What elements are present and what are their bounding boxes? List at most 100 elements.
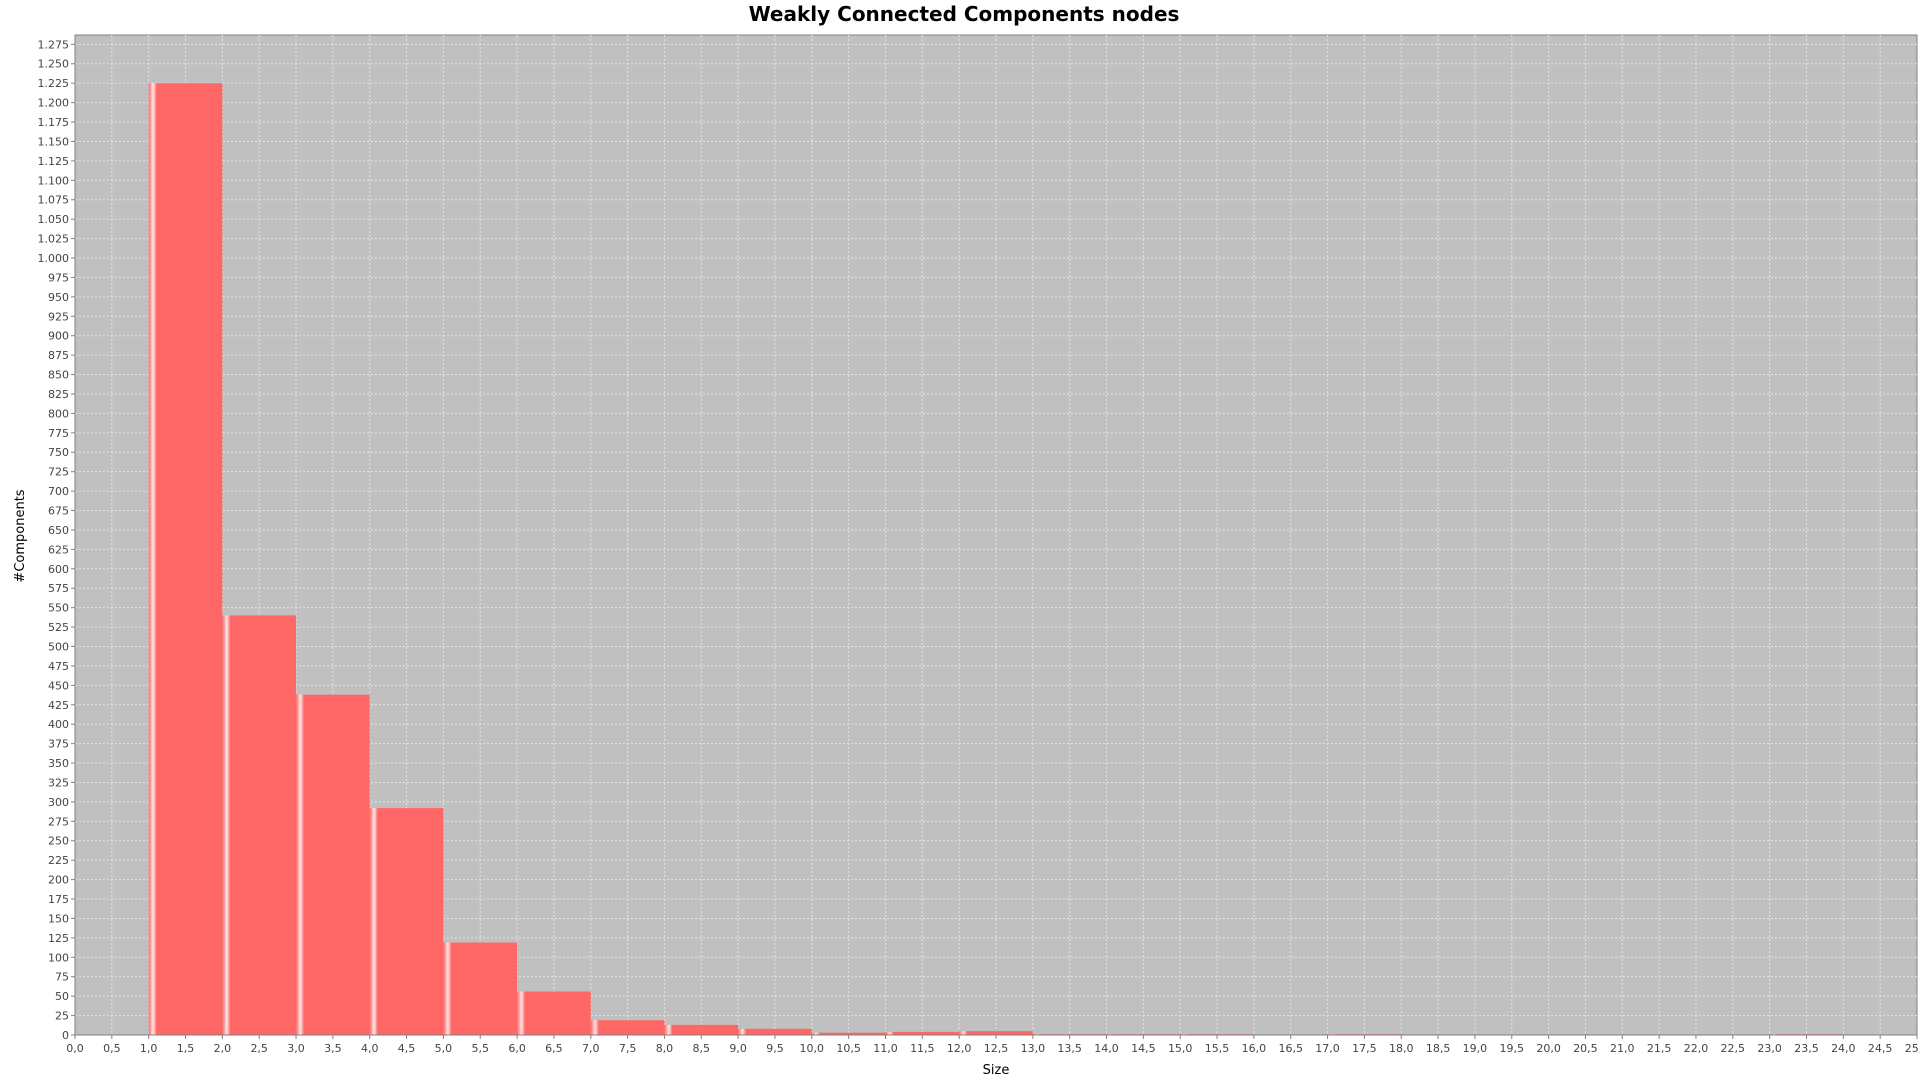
x-tick-label: 21,0 (1610, 1042, 1635, 1055)
x-tick-label: 10,0 (800, 1042, 825, 1055)
x-tick-label: 13,5 (1057, 1042, 1082, 1055)
y-tick-label: 650 (48, 524, 69, 537)
x-tick-label: 14,0 (1094, 1042, 1119, 1055)
x-tick-label: 7,0 (582, 1042, 600, 1055)
x-tick-label: 24,5 (1868, 1042, 1893, 1055)
y-tick-label: 1.075 (38, 194, 70, 207)
histogram-bar (811, 1032, 886, 1035)
x-tick-label: 19,0 (1463, 1042, 1488, 1055)
y-tick-label: 1.200 (38, 97, 70, 110)
x-tick-label: 9,5 (766, 1042, 784, 1055)
histogram-bar (148, 83, 223, 1035)
y-tick-label: 975 (48, 271, 69, 284)
y-tick-label: 925 (48, 310, 69, 323)
x-tick-label: 25,0 (1905, 1042, 1920, 1055)
y-tick-label: 75 (55, 971, 69, 984)
x-tick-label: 15,0 (1168, 1042, 1193, 1055)
x-tick-label: 8,5 (693, 1042, 711, 1055)
x-tick-label: 3,0 (287, 1042, 305, 1055)
y-tick-label: 550 (48, 602, 69, 615)
y-tick-label: 1.100 (38, 174, 70, 187)
x-tick-label: 22,5 (1721, 1042, 1746, 1055)
y-tick-label: 125 (48, 932, 69, 945)
histogram-bar (738, 1028, 812, 1035)
bars (148, 83, 1844, 1036)
y-tick-label: 950 (48, 291, 69, 304)
x-tick-label: 23,5 (1794, 1042, 1819, 1055)
y-tick-label: 425 (48, 699, 69, 712)
x-tick-label: 20,5 (1573, 1042, 1598, 1055)
x-tick-label: 9,0 (729, 1042, 747, 1055)
y-tick-label: 450 (48, 679, 69, 692)
x-tick-label: 18,5 (1426, 1042, 1451, 1055)
y-tick-label: 100 (48, 951, 69, 964)
y-tick-label: 175 (48, 893, 69, 906)
x-tick-label: 17,0 (1315, 1042, 1340, 1055)
y-tick-label: 800 (48, 407, 69, 420)
x-tick-label: 12,0 (947, 1042, 972, 1055)
y-tick-label: 750 (48, 446, 69, 459)
x-tick-label: 0,5 (103, 1042, 121, 1055)
x-tick-label: 8,0 (656, 1042, 674, 1055)
x-axis-label: Size (983, 1063, 1010, 1078)
x-tick-label: 2,5 (250, 1042, 268, 1055)
histogram-bar (369, 808, 444, 1035)
x-tick-label: 14,5 (1131, 1042, 1156, 1055)
y-tick-label: 350 (48, 757, 69, 770)
y-tick-label: 525 (48, 621, 69, 634)
y-tick-label: 875 (48, 349, 69, 362)
x-tick-label: 23,0 (1757, 1042, 1782, 1055)
x-tick-label: 18,0 (1389, 1042, 1414, 1055)
y-tick-label: 200 (48, 874, 69, 887)
x-tick-labels: 0,0 0,5 1,0 1,5 2,0 2,5 3,0 3,5 4,0 4,5 5,0 5,5 6,0 6… (66, 1042, 1920, 1055)
y-tick-label: 475 (48, 660, 69, 673)
y-tick-label: 300 (48, 796, 69, 809)
histogram-bar (590, 1020, 665, 1035)
x-tick-label: 7,5 (619, 1042, 637, 1055)
x-tick-label: 0,0 (66, 1042, 84, 1055)
y-tick-label: 325 (48, 776, 69, 789)
y-tick-labels: 0 25 50 75 100 125 150 175 200 225 250 275 300 325 350… (38, 38, 70, 1042)
x-tick-label: 16,0 (1242, 1042, 1267, 1055)
y-tick-label: 225 (48, 854, 69, 867)
y-tick-label: 775 (48, 427, 69, 440)
y-tick-label: 150 (48, 912, 69, 925)
x-tick-label: 1,0 (140, 1042, 158, 1055)
histogram-bar (222, 615, 297, 1035)
x-tick-label: 15,5 (1205, 1042, 1230, 1055)
y-tick-label: 625 (48, 543, 69, 556)
y-tick-label: 900 (48, 330, 69, 343)
x-tick-label: 1,5 (177, 1042, 195, 1055)
y-tick-label: 25 (55, 1010, 69, 1023)
x-tick-label: 24,0 (1831, 1042, 1856, 1055)
y-tick-label: 1.125 (38, 155, 70, 168)
x-tick-label: 13,0 (1021, 1042, 1046, 1055)
y-tick-label: 1.025 (38, 233, 70, 246)
x-tick-label: 21,5 (1647, 1042, 1672, 1055)
y-tick-label: 600 (48, 563, 69, 576)
histogram-bar (664, 1024, 739, 1035)
x-tick-label: 4,0 (361, 1042, 379, 1055)
x-tick-label: 6,0 (508, 1042, 526, 1055)
x-tick-label: 2,0 (214, 1042, 232, 1055)
y-tick-label: 500 (48, 640, 69, 653)
histogram-bar (959, 1031, 1033, 1035)
x-tick-label: 16,5 (1278, 1042, 1303, 1055)
x-tick-label: 11,0 (873, 1042, 898, 1055)
x-tick-label: 22,0 (1684, 1042, 1709, 1055)
y-tick-label: 50 (55, 990, 69, 1003)
y-tick-label: 675 (48, 505, 69, 518)
y-tick-label: 375 (48, 738, 69, 751)
y-tick-label: 725 (48, 466, 69, 479)
x-tick-label: 20,0 (1536, 1042, 1561, 1055)
x-tick-label: 3,5 (324, 1042, 342, 1055)
y-tick-label: 1.000 (38, 252, 70, 265)
y-tick-label: 700 (48, 485, 69, 498)
y-tick-label: 0 (62, 1029, 69, 1042)
x-tick-label: 11,5 (910, 1042, 935, 1055)
histogram-bar (517, 991, 591, 1035)
y-tick-label: 275 (48, 815, 69, 828)
x-tick-label: 12,5 (984, 1042, 1009, 1055)
histogram-bar (443, 942, 518, 1035)
